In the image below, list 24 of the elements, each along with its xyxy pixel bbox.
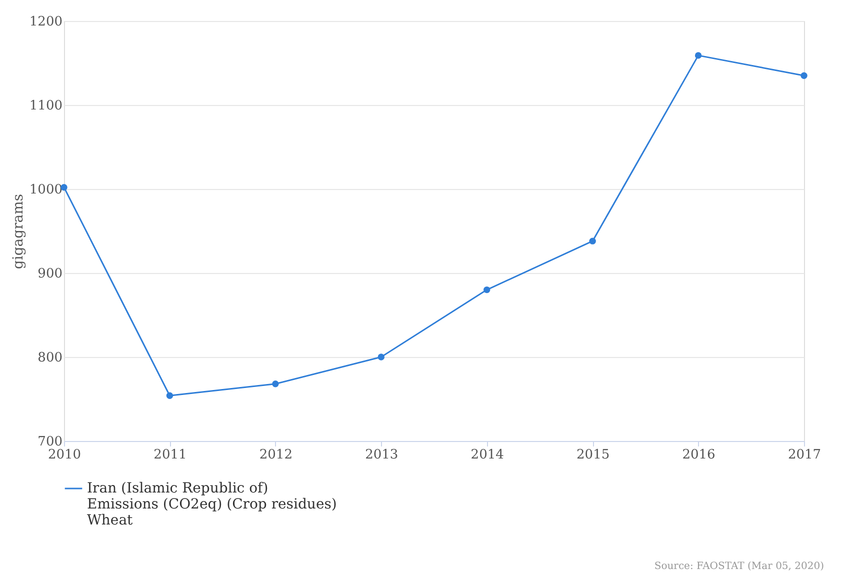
y-tick-label: 1100	[29, 98, 62, 114]
point	[800, 72, 808, 79]
point	[484, 286, 490, 294]
point	[589, 238, 596, 244]
x-tick-label: 2011	[154, 448, 187, 462]
point	[166, 392, 174, 399]
x-tick-label: 2017	[788, 448, 822, 462]
y-tick-label: 800	[38, 350, 62, 366]
x-tick-label: 2015	[576, 448, 610, 462]
y-axis-title: gigagrams	[10, 194, 26, 270]
x-tick-label: 2012	[259, 448, 292, 462]
source-note: Source: FAOSTAT (Mar 05, 2020)	[654, 561, 824, 572]
y-tick-label: 1200	[29, 14, 62, 30]
x-tick-label: 2016	[682, 448, 716, 462]
y-tick-label: 700	[38, 434, 62, 450]
y-tick-label: 1000	[29, 182, 62, 198]
point	[694, 52, 702, 59]
point	[378, 354, 384, 360]
x-tick-label: 2010	[48, 448, 82, 462]
y-tick-label: 900	[38, 266, 62, 282]
x-tick-label: 2013	[365, 448, 398, 462]
x-tick-label: 2014	[470, 448, 504, 462]
legend-label: Iran (Islamic Republic of) Emissions (CO2eq) (Crop residues) Wheat	[87, 480, 337, 528]
point	[272, 380, 279, 388]
